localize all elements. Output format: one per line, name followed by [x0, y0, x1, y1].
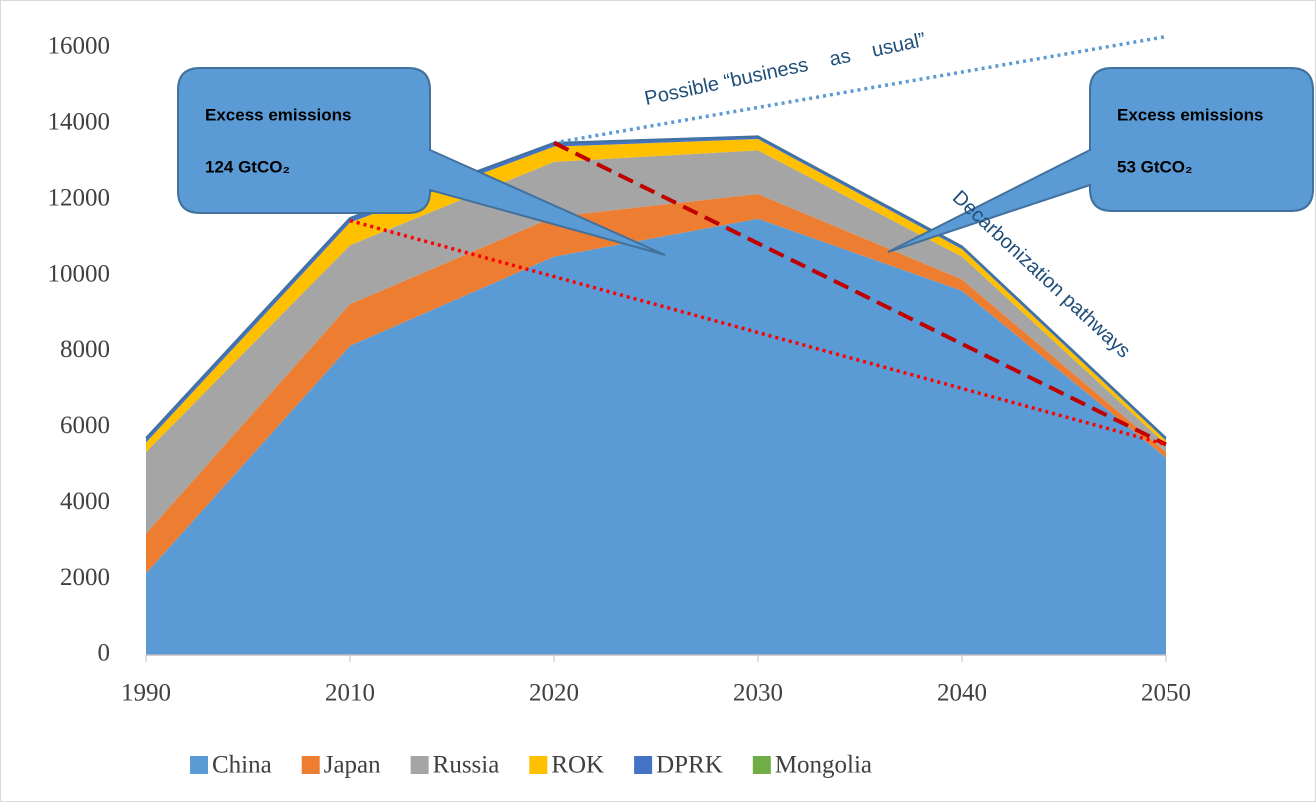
- legend-swatch: [529, 756, 548, 774]
- legend-swatch: [301, 756, 320, 774]
- y-tick-label: 8000: [60, 336, 110, 363]
- reference-line: [553, 34, 1167, 145]
- stack-outline: [145, 135, 1167, 439]
- area: [146, 139, 1166, 453]
- x-tick-label: 2050: [1141, 680, 1191, 707]
- area: [146, 150, 1166, 534]
- x-tick-label: 2030: [733, 680, 783, 707]
- y-tick-label: 6000: [60, 412, 110, 439]
- y-tick-label: 2000: [60, 564, 110, 591]
- callout-box: [177, 67, 431, 214]
- x-tick-label: 2020: [529, 680, 579, 707]
- y-tick-label: 4000: [60, 488, 110, 515]
- y-tick-label: 12000: [48, 184, 111, 211]
- callout-title: Excess emissions: [1117, 105, 1263, 124]
- y-tick-label: 10000: [48, 260, 111, 287]
- y-tick-label: 0: [98, 640, 111, 667]
- area: [146, 218, 1166, 655]
- callout-text: 53 GtCO₂: [1117, 157, 1193, 176]
- legend-label: Russia: [433, 752, 500, 779]
- legend-label: ROK: [551, 752, 604, 779]
- x-tick-label: 2010: [325, 680, 375, 707]
- legend-swatch: [410, 756, 429, 774]
- legend-label: Japan: [324, 752, 381, 779]
- legend-swatch: [190, 756, 208, 774]
- callout-box: [1089, 67, 1314, 212]
- legend-label: DPRK: [656, 752, 723, 779]
- legend-label: Mongolia: [775, 752, 872, 779]
- x-tick-label: 2040: [937, 680, 987, 707]
- reference-line: [349, 218, 1167, 447]
- callout-title: Excess emissions: [205, 105, 351, 124]
- legend: China Japan Russia ROK DPRK Mongolia: [190, 752, 872, 779]
- plot-area: 0 2000 4000 6000 8000 10000 12000 14000 16000 199…: [48, 33, 1192, 707]
- callout-text: 124 GtCO₂: [205, 157, 290, 176]
- reference-line: [553, 141, 1167, 447]
- y-tick-label: 16000: [48, 33, 111, 60]
- legend-label: China: [212, 752, 272, 779]
- y-tick-label: 14000: [48, 109, 111, 136]
- area: [146, 194, 1166, 574]
- legend-swatch: [752, 756, 771, 774]
- legend-swatch: [634, 756, 653, 774]
- x-tick-label: 1990: [121, 680, 171, 707]
